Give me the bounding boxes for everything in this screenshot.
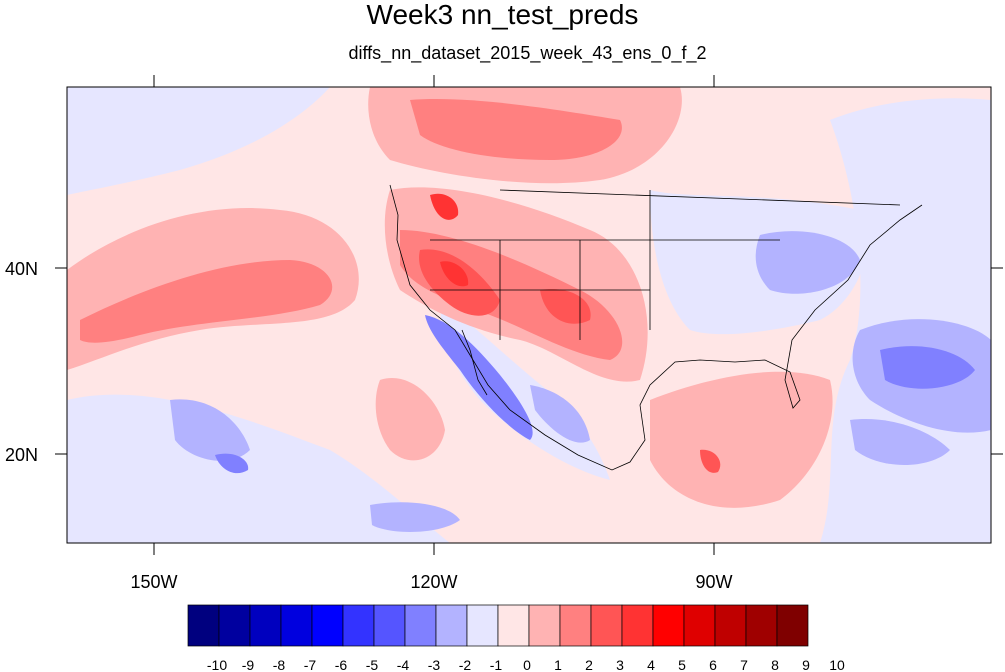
- colorbar-swatch: [497, 604, 530, 647]
- colorbar-label: -4: [397, 657, 410, 672]
- map-frame: [66, 86, 992, 544]
- colorbar-swatch: [559, 604, 592, 647]
- colorbar-swatch: [342, 604, 375, 647]
- colorbar-label: 4: [647, 657, 655, 672]
- colorbar-swatch: [683, 604, 716, 647]
- colorbar-label: 10: [829, 657, 845, 672]
- x-tick-label: 150W: [130, 572, 177, 592]
- colorbar-swatch: [435, 604, 468, 647]
- colorbar-swatch: [745, 604, 778, 647]
- map-subtitle: diffs_nn_dataset_2015_week_43_ens_0_f_2: [348, 43, 707, 63]
- colorbar-label: 5: [678, 657, 686, 672]
- y-tick-label: 20N: [5, 445, 38, 465]
- colorbar-label: 9: [802, 657, 810, 672]
- colorbar: -10 -9 -8 -7 -6 -5 -4 -3 -2 -1 0 1 2 3 4 5 6 7 8 9 10: [187, 604, 845, 672]
- colorbar-swatch: [528, 604, 561, 647]
- colorbar-swatch: [776, 604, 809, 647]
- colorbar-label: 6: [709, 657, 717, 672]
- colorbar-swatch: [280, 604, 313, 647]
- y-tick-label: 40N: [5, 259, 38, 279]
- colorbar-label: 8: [771, 657, 779, 672]
- colorbar-label: 2: [585, 657, 593, 672]
- colorbar-swatch: [590, 604, 623, 647]
- axis-ticks: [55, 75, 1003, 555]
- colorbar-label: -10: [207, 657, 227, 672]
- colorbar-label: -2: [459, 657, 472, 672]
- colorbar-label: -3: [428, 657, 441, 672]
- colorbar-label: 0: [523, 657, 531, 672]
- colorbar-swatch: [249, 604, 282, 647]
- colorbar-swatch: [218, 604, 251, 647]
- colorbar-label: -5: [366, 657, 379, 672]
- colorbar-swatch: [311, 604, 344, 647]
- colorbar-swatch: [373, 604, 406, 647]
- colorbar-label: -8: [273, 657, 286, 672]
- colorbar-label: 7: [740, 657, 748, 672]
- colorbar-label: 3: [616, 657, 624, 672]
- colorbar-swatch: [187, 604, 220, 647]
- colorbar-label: -6: [335, 657, 348, 672]
- coastlines: [389, 184, 923, 471]
- colorbar-label: -7: [304, 657, 317, 672]
- x-tick-label: 90W: [695, 572, 732, 592]
- colorbar-label: -9: [242, 657, 255, 672]
- map-title: Week3 nn_test_preds: [366, 0, 639, 30]
- colorbar-swatch: [652, 604, 685, 647]
- colorbar-swatch: [466, 604, 499, 647]
- colorbar-label: 1: [554, 657, 562, 672]
- colorbar-label: -1: [490, 657, 503, 672]
- contour-field: [67, 87, 991, 543]
- colorbar-swatch: [714, 604, 747, 647]
- colorbar-swatch: [621, 604, 654, 647]
- colorbar-swatch: [404, 604, 437, 647]
- x-tick-label: 120W: [410, 572, 457, 592]
